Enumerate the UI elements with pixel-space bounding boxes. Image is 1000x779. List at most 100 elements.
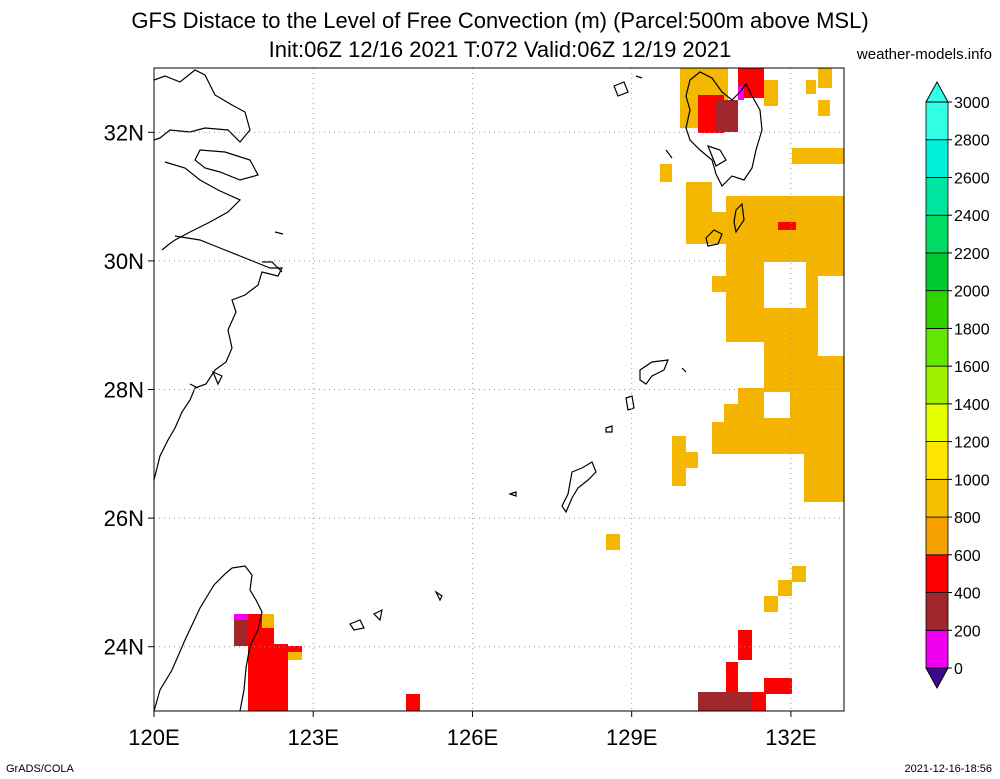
- colorbar-label: 2400: [954, 208, 990, 225]
- lon-tick-label: 129E: [606, 725, 657, 750]
- shade-gap: [818, 276, 844, 356]
- shade-cell: [778, 580, 792, 596]
- colorbar-swatch: [925, 177, 949, 216]
- coast-line: [685, 71, 763, 188]
- colorbar-label: 1800: [954, 321, 990, 338]
- colorbar-swatch: [925, 290, 949, 329]
- colorbar-swatch: [925, 478, 949, 518]
- lfc-shading: [234, 68, 844, 711]
- shade-cell: [262, 614, 274, 628]
- shade-cell: [752, 692, 766, 711]
- shade-cell: [818, 100, 830, 116]
- lon-tick-label: 132E: [765, 725, 816, 750]
- colorbar-swatch: [925, 214, 949, 254]
- shade-cell: [660, 164, 672, 182]
- lat-tick-label: 24N: [104, 635, 144, 660]
- coast-line: [605, 425, 613, 433]
- colorbar-label: 2800: [954, 133, 990, 150]
- shade-cell: [716, 100, 738, 132]
- colorbar-swatch: [925, 516, 949, 556]
- colorbar-label: 600: [954, 548, 981, 565]
- colorbar-label: 200: [954, 623, 981, 640]
- colorbar-max-arrow: [925, 80, 949, 103]
- shade-cell: [738, 630, 752, 660]
- map-plot-area: [153, 67, 845, 712]
- colorbar-swatch: [925, 629, 949, 669]
- colorbar-label: 800: [954, 510, 981, 527]
- shade-cell: [606, 534, 620, 550]
- colorbar-swatch: [925, 441, 949, 480]
- coast-line: [153, 235, 283, 481]
- coast-line: [665, 149, 673, 159]
- lon-tick-label: 126E: [447, 725, 498, 750]
- coast-line: [153, 565, 263, 712]
- map-axes: 120E 123E 126E 129E 132E 24N 26N 28N 30N 32N: [104, 120, 817, 750]
- coast-line: [194, 149, 259, 181]
- shade-gap: [764, 262, 806, 308]
- coast-line: [349, 619, 365, 631]
- coast-line: [189, 383, 199, 389]
- shade-cell: [764, 678, 792, 694]
- shade-cell: [818, 68, 832, 88]
- colorbar-swatch: [925, 327, 949, 367]
- colorbar-swatch: [925, 139, 949, 178]
- chart-subtitle: Init:06Z 12/16 2021 T:072 Valid:06Z 12/1…: [268, 37, 732, 62]
- colorbar-label: 1600: [954, 359, 990, 376]
- coast-line: [733, 202, 745, 234]
- colorbar-label: 3000: [954, 95, 990, 112]
- shade-gap: [764, 392, 790, 418]
- shade-cell: [698, 692, 752, 711]
- colorbar-swatch: [925, 101, 949, 141]
- shade-cell: [778, 222, 796, 230]
- shade-cell: [712, 276, 726, 292]
- shade-cell: [738, 86, 744, 100]
- shade-cell: [792, 566, 806, 582]
- grid-lines: [154, 68, 844, 711]
- coast-line: [262, 261, 283, 273]
- coast-line: [508, 491, 517, 497]
- shade-cell: [724, 404, 738, 422]
- coast-line: [274, 231, 284, 235]
- shade-cell: [806, 80, 816, 94]
- colorbar-swatch: [925, 554, 949, 593]
- colorbar-label: 2600: [954, 170, 990, 187]
- source-credit: weather-models.info: [856, 46, 992, 63]
- shade-cell: [686, 182, 712, 244]
- coast-line: [372, 608, 383, 622]
- coast-line: [639, 359, 669, 385]
- chart-title: GFS Distace to the Level of Free Convect…: [131, 8, 869, 33]
- shade-cell: [406, 694, 420, 711]
- coast-line: [211, 370, 223, 386]
- shade-cell: [712, 212, 726, 244]
- colorbar-label: 400: [954, 586, 981, 603]
- coast-line: [161, 161, 242, 251]
- shade-cell: [726, 662, 738, 692]
- coast-line: [561, 461, 597, 514]
- colorbar-swatch: [925, 252, 949, 292]
- colorbar-swatch: [925, 403, 949, 443]
- coastlines: [153, 69, 763, 712]
- colorbar: 0 200 400 600 800 1000 1200 1400 1600 1800 2000 220…: [925, 80, 990, 690]
- lat-tick-label: 26N: [104, 506, 144, 531]
- colorbar-label: 1400: [954, 397, 990, 414]
- lat-tick-label: 28N: [104, 378, 144, 403]
- colorbar-swatch: [925, 592, 949, 631]
- lon-tick-label: 120E: [128, 725, 179, 750]
- shade-cell: [806, 276, 818, 310]
- colorbar-label: 1000: [954, 472, 990, 489]
- coast-line: [625, 395, 635, 411]
- shade-cell: [288, 652, 302, 660]
- shade-cell: [234, 614, 248, 620]
- shade-cell: [792, 148, 844, 164]
- colorbar-label: 2200: [954, 246, 990, 263]
- coast-line: [153, 69, 251, 143]
- shade-cell: [672, 436, 686, 486]
- coast-line: [434, 590, 443, 602]
- shade-cell: [804, 454, 844, 502]
- shade-cell: [764, 80, 778, 106]
- shade-cell: [686, 452, 698, 468]
- coast-line: [635, 75, 643, 79]
- shade-cell: [764, 596, 778, 612]
- coast-line: [613, 81, 629, 97]
- lon-tick-label: 123E: [288, 725, 339, 750]
